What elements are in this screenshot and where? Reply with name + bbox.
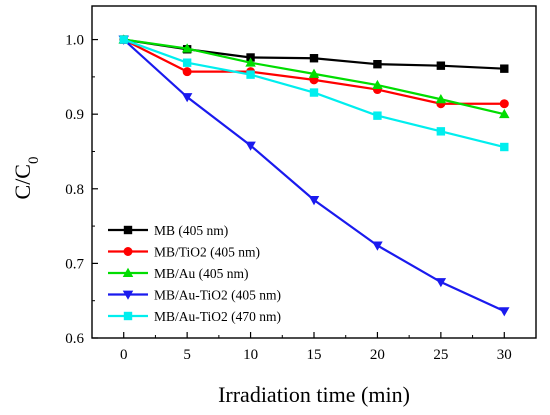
x-tick-label: 30 bbox=[497, 347, 512, 363]
data-point bbox=[373, 59, 382, 69]
data-point bbox=[435, 278, 447, 288]
y-tick-label: 1.0 bbox=[65, 33, 84, 49]
y-tick-label: 0.8 bbox=[65, 182, 84, 198]
legend-marker bbox=[123, 225, 133, 235]
y-tick-label: 0.7 bbox=[65, 256, 84, 272]
legend-marker bbox=[123, 247, 133, 256]
data-point bbox=[500, 142, 509, 152]
legend-marker bbox=[123, 311, 133, 321]
data-point bbox=[246, 70, 255, 79]
legend-entry: MB/Au-TiO2 (470 nm) bbox=[108, 309, 281, 324]
data-point bbox=[500, 64, 509, 73]
data-point bbox=[308, 196, 320, 206]
data-point bbox=[372, 79, 383, 90]
legend-label: MB/Au-TiO2 (405 nm) bbox=[154, 288, 281, 303]
x-tick-label: 20 bbox=[370, 347, 385, 363]
series-layer bbox=[118, 34, 510, 317]
y-axis-title: C/C0 bbox=[10, 157, 42, 200]
legend: MB (405 nm) MB/TiO2 (405 nm) MB/Au (405 nm… bbox=[108, 223, 281, 324]
data-point bbox=[309, 54, 319, 63]
x-tick-label: 0 bbox=[120, 347, 128, 363]
data-point bbox=[372, 241, 383, 251]
data-point bbox=[309, 88, 319, 97]
data-point bbox=[182, 58, 192, 67]
data-point bbox=[499, 307, 510, 317]
data-point bbox=[499, 108, 510, 119]
legend-marker bbox=[122, 267, 134, 277]
x-axis-title: Irradiation time (min) bbox=[218, 382, 410, 407]
data-point bbox=[436, 127, 446, 136]
legend-label: MB/Au (405 nm) bbox=[154, 266, 249, 281]
legend-entry: MB/Au (405 nm) bbox=[108, 266, 249, 281]
legend-entry: MB/TiO2 (405 nm) bbox=[108, 245, 260, 260]
x-tick-label: 15 bbox=[307, 347, 322, 363]
data-point bbox=[181, 93, 193, 103]
legend-marker bbox=[122, 290, 134, 300]
x-tick-label: 5 bbox=[183, 347, 191, 363]
data-point bbox=[245, 57, 256, 67]
legend-entry: MB (405 nm) bbox=[108, 223, 228, 238]
data-point bbox=[435, 94, 447, 104]
axes-layer: 0 5 10 15 20 25 30 0.6 0.7 0.8 0.9 1.0 bbox=[65, 5, 537, 363]
x-tick-label: 25 bbox=[433, 347, 448, 363]
legend-label: MB/Au-TiO2 (470 nm) bbox=[154, 309, 281, 324]
legend-label: MB/TiO2 (405 nm) bbox=[154, 245, 260, 260]
y-tick-label: 0.6 bbox=[65, 331, 84, 347]
data-point bbox=[245, 141, 256, 151]
y-tick-label: 0.9 bbox=[65, 107, 84, 123]
series-3 bbox=[118, 34, 510, 119]
legend-label: MB (405 nm) bbox=[154, 223, 228, 238]
legend-entry: MB/Au-TiO2 (405 nm) bbox=[108, 288, 281, 303]
data-point bbox=[499, 99, 509, 109]
data-point bbox=[182, 67, 192, 77]
series-5 bbox=[119, 35, 509, 152]
data-point bbox=[308, 68, 320, 78]
x-tick-label: 10 bbox=[243, 347, 258, 363]
data-point bbox=[373, 111, 382, 120]
data-point bbox=[436, 61, 446, 70]
y-axis-title-subscript: 0 bbox=[26, 157, 42, 165]
data-point bbox=[181, 43, 193, 53]
y-axis-title-main: C/C bbox=[10, 164, 35, 199]
data-point bbox=[119, 35, 128, 44]
